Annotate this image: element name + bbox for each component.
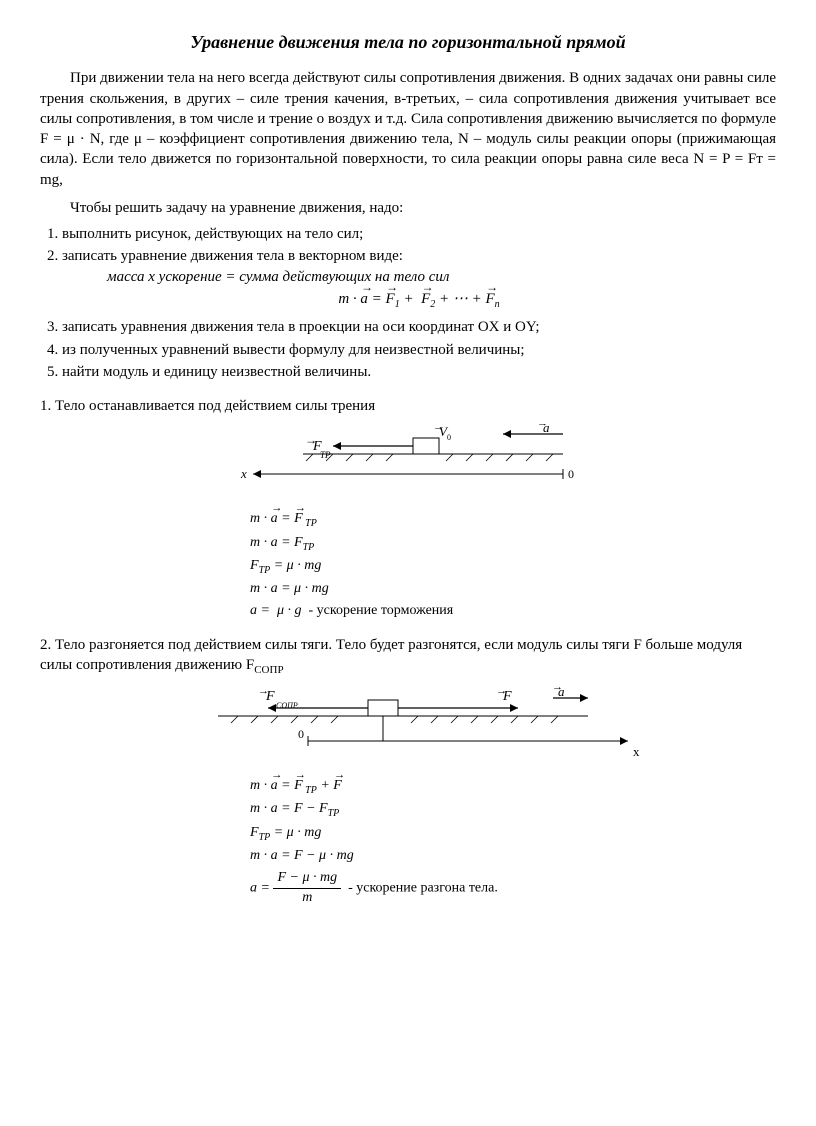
- step-3: записать уравнения движения тела в проек…: [62, 317, 776, 337]
- svg-text:0: 0: [568, 467, 574, 481]
- page-title: Уравнение движения тела по горизонтально…: [40, 30, 776, 54]
- case-2-equations: m · a = F ТР + F m · a = F − FТР FТР = μ…: [250, 777, 776, 908]
- svg-text:→: →: [305, 433, 317, 447]
- svg-text:→: →: [433, 424, 444, 433]
- svg-text:x: x: [633, 744, 640, 759]
- svg-text:0: 0: [298, 727, 304, 741]
- svg-text:→: →: [496, 686, 507, 697]
- steps-list: выполнить рисунок, действующих на тело с…: [40, 224, 776, 382]
- step-2: записать уравнение движения тела в векто…: [62, 246, 776, 311]
- diagram-2: F → СОПР F → a → 0 x: [158, 686, 658, 771]
- step-2-italic: масса х ускорение = сумма действующих на…: [107, 267, 776, 287]
- step-2-text: записать уравнение движения тела в векто…: [62, 248, 403, 264]
- step-4: из полученных уравнений вывести формулу …: [62, 340, 776, 360]
- case-2-label: 2. Тело разгоняется под действием силы т…: [40, 635, 776, 678]
- case-1-label: 1. Тело останавливается под действием си…: [40, 396, 776, 416]
- svg-text:ТР: ТР: [320, 450, 331, 460]
- diagram-1: F → ТР V → 0 a → x 0: [193, 424, 623, 504]
- intro-paragraph: При движении тела на него всегда действу…: [40, 68, 776, 190]
- svg-text:x: x: [240, 466, 247, 481]
- vector-equation: m · a = F1 + F2 + ⋯ + Fn: [62, 289, 776, 312]
- svg-text:→: →: [552, 686, 563, 693]
- svg-text:СОПР: СОПР: [276, 701, 298, 710]
- step-5: найти модуль и единицу неизвестной велич…: [62, 362, 776, 382]
- step-1: выполнить рисунок, действующих на тело с…: [62, 224, 776, 244]
- svg-text:→: →: [537, 424, 548, 429]
- instruction-line: Чтобы решить задачу на уравнение движени…: [40, 198, 776, 218]
- case-1-equations: m · a = F ТР m · a = FТР FТР = μ · mg m …: [250, 510, 776, 621]
- svg-text:0: 0: [447, 433, 451, 442]
- svg-text:→: →: [258, 686, 269, 697]
